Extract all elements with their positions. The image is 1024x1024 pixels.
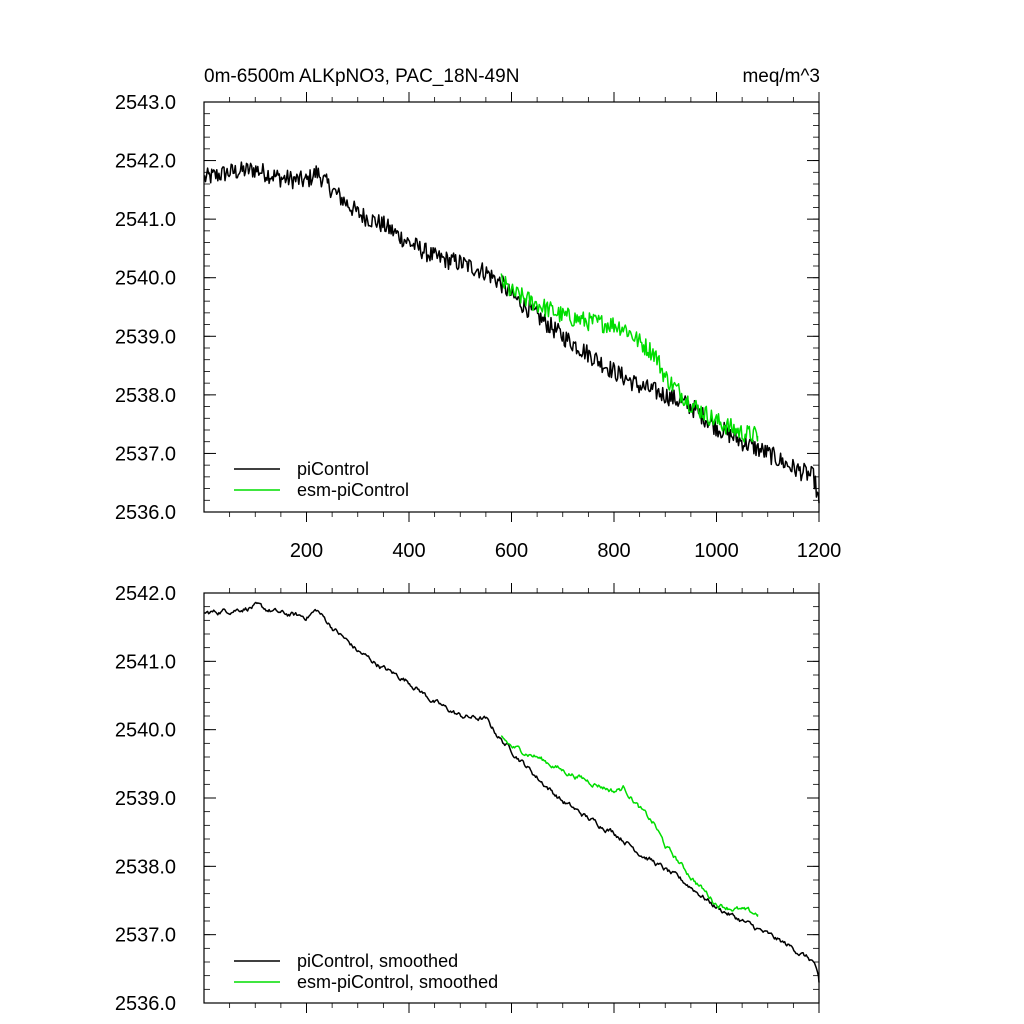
picontrol-line: [203, 161, 820, 504]
legend-label-picontrol: piControl: [297, 459, 369, 479]
x-tick-label: 200: [290, 540, 323, 562]
esm-picontrol-line: [500, 273, 759, 443]
y-tick-label: 2541.0: [115, 651, 176, 673]
x-tick-label: 600: [495, 540, 528, 562]
plot-frame: [203, 592, 820, 1004]
legend-label-picontrol-smoothed: piControl, smoothed: [297, 951, 458, 971]
y-tick-label: 2541.0: [115, 209, 176, 231]
y-tick-label: 2536.0: [115, 993, 176, 1015]
picontrol-smoothed-line: [204, 601, 820, 983]
legend-label-esm-picontrol-smoothed: esm-piControl, smoothed: [297, 972, 498, 992]
y-tick-label: 2536.0: [115, 502, 176, 524]
y-tick-label: 2540.0: [115, 720, 176, 742]
y-tick-label: 2540.0: [115, 268, 176, 290]
y-tick-label: 2538.0: [115, 856, 176, 878]
esm-picontrol-smoothed-line: [500, 735, 759, 917]
x-tick-label: 800: [597, 540, 630, 562]
top-panel: 0m-6500m ALKpNO3, PAC_18N-49N meq/m^3 25…: [115, 66, 841, 562]
chart-title: 0m-6500m ALKpNO3, PAC_18N-49N: [204, 66, 519, 87]
legend-label-esm-picontrol: esm-piControl: [297, 480, 409, 500]
plot-frame: [203, 101, 820, 513]
y-tick-label: 2538.0: [115, 385, 176, 407]
x-tick-label: 400: [392, 540, 425, 562]
chart-units: meq/m^3: [742, 66, 820, 87]
y-tick-label: 2542.0: [115, 583, 176, 605]
bottom-panel: 2536.0 2537.0 2538.0 2539.0 2540.0 2541.0 2542…: [115, 583, 820, 1015]
x-tick-label: 1000: [694, 540, 739, 562]
y-tick-label: 2539.0: [115, 788, 176, 810]
y-tick-label: 2543.0: [115, 92, 176, 114]
y-tick-label: 2537.0: [115, 443, 176, 465]
x-tick-label: 1200: [797, 540, 842, 562]
y-tick-label: 2539.0: [115, 326, 176, 348]
y-tick-label: 2542.0: [115, 151, 176, 173]
legend: piControl esm-piControl: [234, 459, 409, 500]
legend: piControl, smoothed esm-piControl, smoot…: [234, 951, 498, 992]
y-tick-label: 2537.0: [115, 925, 176, 947]
